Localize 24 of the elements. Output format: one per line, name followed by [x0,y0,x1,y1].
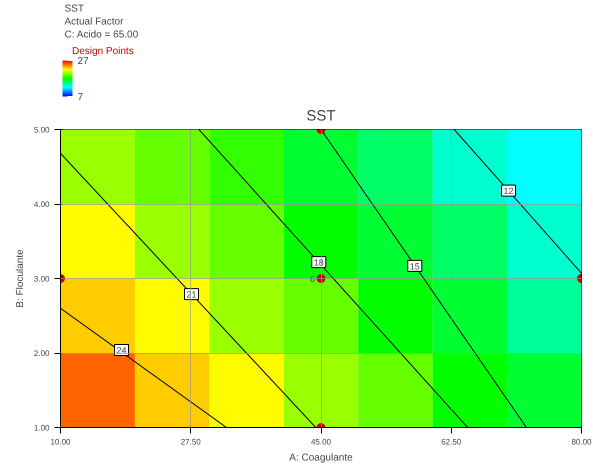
text: Design Points [72,46,134,57]
x-tick-label: 10.00 [50,438,72,446]
x-tick-label: 80.00 [571,438,592,446]
text: C: Acido = 65.00 [64,30,139,40]
annotation: 12 [504,186,514,196]
x-tick-label: 27.50 [180,438,202,446]
annotation: 15 [410,261,420,272]
y-tick-label: 1.00 [34,424,50,432]
color-bar-label: 27 [78,56,90,67]
y-tick-label: 5.00 [34,126,50,134]
x-axis-title: A: Coagulante [289,452,354,464]
annotation: 18 [314,258,324,268]
y-tick-label: 3.00 [34,274,50,284]
x-tick-label: 62.50 [441,438,462,446]
text: Actual Factor [64,16,124,28]
y-tick-label: 2.00 [34,349,50,358]
x-tick-label: 45.00 [310,438,332,446]
y-axis-title: B: Floculante [14,248,26,308]
color-bar-title: SST [64,4,84,14]
annotation: 24 [116,346,127,356]
color-bar-label: 7 [78,92,84,103]
annotation: 21 [186,290,197,300]
chart-title: SST [306,108,336,124]
y-tick-label: 4.00 [34,200,50,209]
